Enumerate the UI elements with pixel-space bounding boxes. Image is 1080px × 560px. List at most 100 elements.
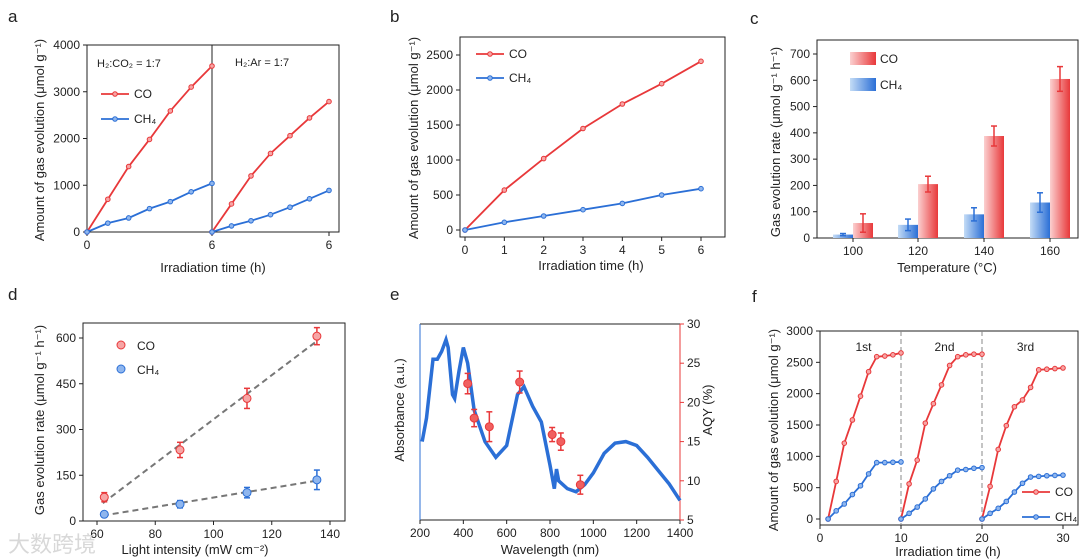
data-point [287, 132, 293, 139]
x-tick-label: 5 [658, 243, 665, 257]
y-tick-label: 2000 [786, 387, 813, 401]
data-point [698, 185, 704, 192]
legend-label: CO [880, 52, 898, 66]
y-tick-label: 150 [56, 468, 76, 482]
data-point [979, 516, 985, 522]
x-tick-label: 140 [974, 244, 994, 258]
x-tick-label: 2 [540, 243, 547, 257]
data-point [306, 115, 313, 121]
y-axis-label: Amount of gas evolution (μmol g⁻¹) [406, 37, 421, 239]
data-point [1019, 480, 1026, 487]
y-tick-label: 0 [446, 223, 453, 237]
data-point [979, 464, 985, 471]
data-point [167, 198, 174, 205]
y-tick-label: 200 [790, 178, 810, 192]
data-point [312, 331, 322, 341]
series-line-CO [981, 367, 1064, 520]
data-point [833, 508, 840, 514]
data-point [267, 211, 274, 218]
y-axis-label: Amount of gas evolution (μmol g⁻¹) [32, 39, 47, 241]
legend-marker [112, 91, 118, 97]
data-point [898, 350, 904, 356]
y-tick-label: 600 [790, 73, 810, 87]
y-axis-label: Gas evolution rate (μmol g⁻¹ h⁻¹) [32, 325, 47, 515]
data-point [987, 483, 993, 490]
data-point [963, 466, 969, 473]
legend-label: CH₄ [509, 71, 531, 85]
data-point [938, 382, 945, 388]
data-point [833, 478, 840, 485]
data-point [882, 353, 888, 359]
y-tick-label: 0 [69, 514, 76, 528]
data-point [971, 465, 977, 472]
x-tick-label: 600 [497, 526, 517, 540]
data-point [890, 352, 896, 358]
cycle-label: 3rd [1017, 340, 1034, 354]
y-tick-label: 100 [790, 205, 810, 219]
data-point [938, 478, 945, 485]
data-point [979, 351, 985, 357]
data-point [188, 84, 194, 90]
data-point [99, 509, 109, 519]
y-tick-label: 0 [803, 231, 810, 245]
legend-marker [112, 116, 118, 122]
data-point [898, 516, 904, 522]
data-point [922, 496, 929, 502]
y-tick-label: 2000 [53, 132, 80, 146]
data-point [105, 220, 111, 226]
y-tick-label: 3000 [53, 85, 80, 99]
y-tick-label: 10 [687, 474, 701, 488]
y-tick-label: 4000 [53, 38, 80, 52]
x-axis-label: Irradiation time (h) [895, 544, 1000, 559]
data-point [658, 80, 665, 87]
series-line-CO [464, 60, 702, 231]
data-point [930, 486, 937, 492]
annotation: H₂:CO₂ = 1:7 [97, 58, 161, 70]
x-tick-label: 100 [203, 527, 223, 541]
x-tick-label: 4 [619, 243, 626, 257]
y-tick-label: 2500 [426, 48, 453, 62]
data-point [995, 446, 1002, 453]
x-tick-label: 140 [320, 527, 340, 541]
y-tick-label: 1000 [53, 178, 80, 192]
data-point [841, 501, 848, 507]
data-point [146, 136, 153, 143]
data-point [873, 459, 880, 466]
data-point [658, 192, 665, 198]
x-tick-label: 1400 [667, 526, 694, 540]
y-tick-label: 0 [73, 225, 80, 239]
x-tick-label: 120 [262, 527, 282, 541]
plot-frame [819, 330, 1079, 526]
y-axis-label: Gas evolution rate (μmol g⁻¹ h⁻¹) [768, 47, 783, 237]
data-point [580, 206, 586, 213]
legend-label: CH₄ [1055, 510, 1077, 524]
x-tick-label: 1200 [623, 526, 650, 540]
data-point [1011, 489, 1018, 495]
y-tick-label: 500 [433, 188, 453, 202]
data-point [242, 393, 252, 403]
bar-CH₄ [964, 214, 984, 238]
legend-label: CH₄ [880, 78, 902, 92]
data-point [267, 150, 274, 157]
absorbance-curve [420, 333, 682, 502]
data-point [898, 459, 904, 465]
aqy-point [463, 379, 473, 389]
x-axis-label: Wavelength (nm) [501, 542, 600, 557]
y-axis-label: Absorbance (a.u.) [392, 358, 407, 461]
x-tick-label: 120 [908, 244, 928, 258]
annotation: H₂:Ar = 1:7 [235, 57, 289, 69]
y-tick-label: 5 [687, 513, 694, 527]
x-tick-label: 0 [462, 243, 469, 257]
bar-CH₄ [1030, 202, 1050, 238]
aqy-point [515, 377, 525, 387]
panel-label: e [390, 285, 399, 304]
data-point [971, 351, 977, 357]
panel-label: f [752, 287, 757, 306]
panel-label: c [750, 9, 759, 28]
aqy-point [547, 430, 557, 440]
x-axis-label: Irradiation time (h) [538, 258, 643, 273]
x-axis-label: Irradiation time (h) [160, 260, 265, 275]
x-tick-label: 100 [843, 244, 863, 258]
data-point [841, 440, 848, 446]
